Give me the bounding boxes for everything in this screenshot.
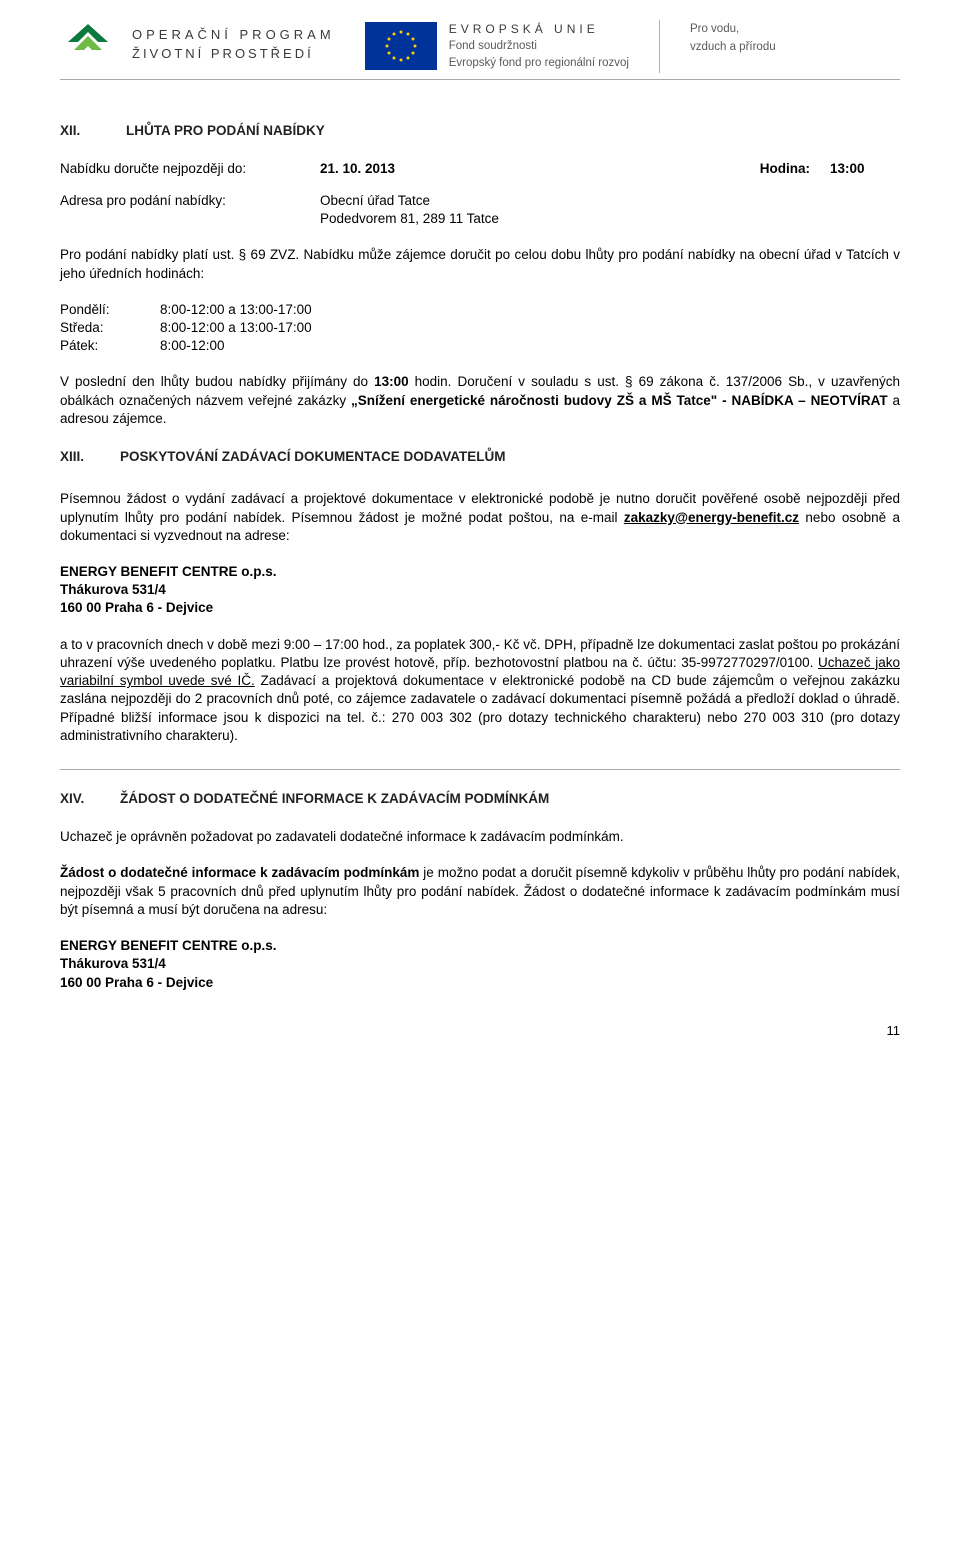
sec13-title-text: POSKYTOVÁNÍ ZADÁVACÍ DOKUMENTACE DODAVAT… xyxy=(120,448,506,466)
submit-label: Nabídku doručte nejpozději do: xyxy=(60,160,320,178)
section-divider xyxy=(60,769,900,770)
eu-line3: Evropský fond pro regionální rozvoj xyxy=(449,55,629,72)
hour-label: Hodina: xyxy=(760,160,810,178)
header-divider xyxy=(659,20,660,73)
op-logo-block: OPERAČNÍ PROGRAM ŽIVOTNÍ PROSTŘEDÍ xyxy=(60,20,335,68)
sec12-title-text: LHŮTA PRO PODÁNÍ NABÍDKY xyxy=(126,122,325,140)
sec14-p2a: Žádost o dodatečné informace k zadávacím… xyxy=(60,865,419,880)
address-label: Adresa pro podání nabídky: xyxy=(60,192,320,228)
eu-text: EVROPSKÁ UNIE Fond soudržnosti Evropský … xyxy=(449,20,629,73)
sec13-email: zakazky@energy-benefit.cz xyxy=(624,510,799,525)
page-number: 11 xyxy=(60,1022,900,1040)
sec13-address: ENERGY BENEFIT CENTRE o.p.s. Thákurova 5… xyxy=(60,563,900,618)
sec13-addr-l3: 160 00 Praha 6 - Dejvice xyxy=(60,599,900,617)
op-leaf-icon xyxy=(60,20,120,68)
section-14-title: XIV. ŽÁDOST O DODATEČNÉ INFORMACE K ZADÁ… xyxy=(60,790,900,808)
sec14-addr-l2: Thákurova 531/4 xyxy=(60,955,900,973)
sec12-intro: Pro podání nabídky platí ust. § 69 ZVZ. … xyxy=(60,246,900,282)
sec14-addr-name: ENERGY BENEFIT CENTRE o.p.s. xyxy=(60,937,900,955)
sec12-p2b: 13:00 xyxy=(374,374,409,389)
address-line2: Podedvorem 81, 289 11 Tatce xyxy=(320,210,900,228)
hours-day: Pátek: xyxy=(60,337,160,355)
hours-time: 8:00-12:00 a 13:00-17:00 xyxy=(160,301,312,319)
hours-row: Pátek: 8:00-12:00 xyxy=(60,337,900,355)
sec14-title-text: ŽÁDOST O DODATEČNÉ INFORMACE K ZADÁVACÍM… xyxy=(120,790,549,808)
header-rule xyxy=(60,79,900,80)
hour-value: 13:00 xyxy=(830,160,900,178)
op-line1: OPERAČNÍ PROGRAM xyxy=(132,25,335,45)
slogan-line2: vzduch a přírodu xyxy=(690,38,776,56)
eu-line2: Fond soudržnosti xyxy=(449,38,629,55)
section-12-title: XII. LHŮTA PRO PODÁNÍ NABÍDKY xyxy=(60,122,900,140)
op-logo-text: OPERAČNÍ PROGRAM ŽIVOTNÍ PROSTŘEDÍ xyxy=(132,25,335,64)
hours-row: Středa: 8:00-12:00 a 13:00-17:00 xyxy=(60,319,900,337)
op-line2: ŽIVOTNÍ PROSTŘEDÍ xyxy=(132,44,335,64)
sec14-p2: Žádost o dodatečné informace k zadávacím… xyxy=(60,864,900,919)
hours-time: 8:00-12:00 xyxy=(160,337,225,355)
slogan-line1: Pro vodu, xyxy=(690,20,776,38)
sec13-p2a: a to v pracovních dnech v době mezi 9:00… xyxy=(60,637,900,670)
sec13-p1: Písemnou žádost o vydání zadávací a proj… xyxy=(60,490,900,545)
sec12-p2d: „Snížení energetické náročnosti budovy Z… xyxy=(351,393,888,408)
sec12-p2a: V poslední den lhůty budou nabídky přijí… xyxy=(60,374,374,389)
sec13-addr-l2: Thákurova 531/4 xyxy=(60,581,900,599)
hours-block: Pondělí: 8:00-12:00 a 13:00-17:00 Středa… xyxy=(60,301,900,356)
slogan: Pro vodu, vzduch a přírodu xyxy=(690,20,776,57)
section-13-title: XIII. POSKYTOVÁNÍ ZADÁVACÍ DOKUMENTACE D… xyxy=(60,448,900,466)
sec13-addr-name: ENERGY BENEFIT CENTRE o.p.s. xyxy=(60,563,900,581)
hours-row: Pondělí: 8:00-12:00 a 13:00-17:00 xyxy=(60,301,900,319)
sec12-num: XII. xyxy=(60,122,106,140)
page: OPERAČNÍ PROGRAM ŽIVOTNÍ PROSTŘEDÍ xyxy=(0,0,960,1069)
sec14-addr-l3: 160 00 Praha 6 - Dejvice xyxy=(60,974,900,992)
submit-deadline-row: Nabídku doručte nejpozději do: 21. 10. 2… xyxy=(60,160,900,178)
eu-logo-block: EVROPSKÁ UNIE Fond soudržnosti Evropský … xyxy=(365,20,629,73)
address-row: Adresa pro podání nabídky: Obecní úřad T… xyxy=(60,192,900,228)
header-logos: OPERAČNÍ PROGRAM ŽIVOTNÍ PROSTŘEDÍ xyxy=(60,20,900,79)
sec14-num: XIV. xyxy=(60,790,106,808)
eu-line1: EVROPSKÁ UNIE xyxy=(449,20,629,38)
sec14-address: ENERGY BENEFIT CENTRE o.p.s. Thákurova 5… xyxy=(60,937,900,992)
address-line1: Obecní úřad Tatce xyxy=(320,192,900,210)
submit-date: 21. 10. 2013 xyxy=(320,160,395,178)
sec14-p1: Uchazeč je oprávněn požadovat po zadavat… xyxy=(60,828,900,846)
hours-time: 8:00-12:00 a 13:00-17:00 xyxy=(160,319,312,337)
hours-day: Pondělí: xyxy=(60,301,160,319)
hours-day: Středa: xyxy=(60,319,160,337)
eu-flag-icon xyxy=(365,22,437,70)
sec13-p2: a to v pracovních dnech v době mezi 9:00… xyxy=(60,636,900,745)
sec13-num: XIII. xyxy=(60,448,106,466)
sec12-p2: V poslední den lhůty budou nabídky přijí… xyxy=(60,373,900,428)
